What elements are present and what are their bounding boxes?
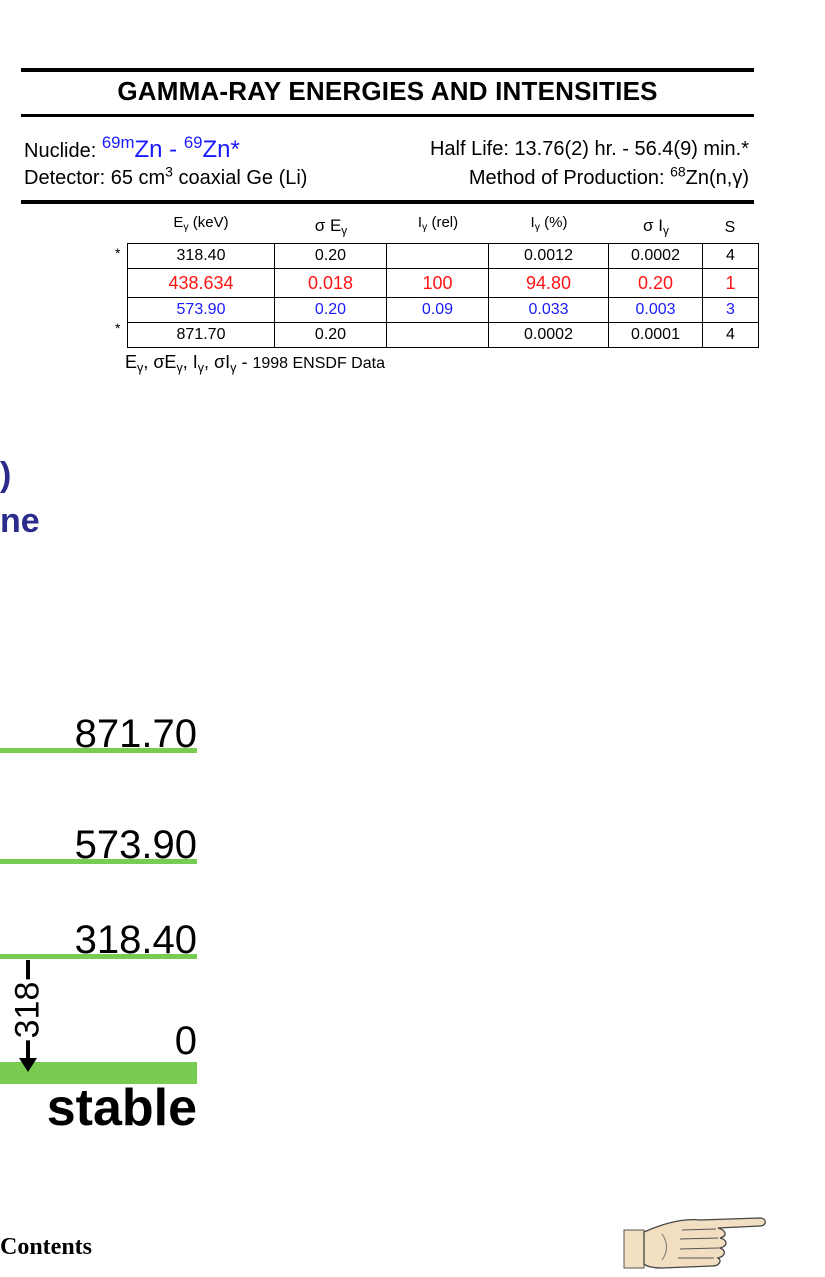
data-source-note: Eγ, σEγ, Iγ, σIγ - 1998 ENSDF Data [125, 352, 385, 375]
header-sigma-energy-symbol: σ E [314, 216, 342, 235]
level-line-318 [0, 954, 197, 959]
nuclide-label: Nuclide: [24, 140, 97, 162]
production-prefix: Method of Production: [468, 167, 671, 189]
title-rule [21, 114, 754, 117]
header-sigma-intensity-symbol: σ I [643, 216, 663, 235]
cell-s: 3 [702, 297, 759, 323]
header-sigma-intensity: σ Iγ [643, 216, 669, 238]
next-page-button[interactable] [622, 1212, 767, 1277]
cell-intensity-rel [386, 322, 489, 348]
table-row: 573.90 0.20 0.09 0.033 0.003 3 [127, 297, 759, 323]
header-s: S [724, 219, 736, 236]
cell-energy: 871.70 [127, 322, 275, 348]
header-energy-symbol: E [173, 214, 184, 231]
cell-sigma-intensity: 0.20 [608, 268, 703, 298]
detector-prefix: Detector: 65 cm [24, 167, 166, 189]
header-sigma-energy: σ Eγ [314, 216, 348, 238]
header-sigma-intensity-sub: γ [663, 223, 669, 238]
cell-intensity-rel: 0.09 [386, 297, 489, 323]
detector-suffix: coaxial Ge (Li) [172, 167, 308, 189]
level-line-871 [0, 748, 197, 753]
header-sigma-energy-sub: γ [341, 223, 348, 238]
cell-intensity-pct: 0.0002 [488, 322, 609, 348]
cell-intensity-pct: 94.80 [488, 268, 609, 298]
half-life: Half Life: 13.76(2) hr. - 56.4(9) min.* [429, 138, 749, 160]
nuclide-separator: - [162, 136, 184, 163]
ground-state-bar [0, 1062, 197, 1084]
level-label-ground: 0 [174, 1019, 197, 1063]
pointing-hand-icon [623, 1217, 766, 1269]
row-marker: * [115, 320, 121, 336]
header-intensity-rel: Iγ (rel) [417, 214, 459, 234]
cell-intensity-rel [386, 243, 489, 269]
header-energy: Eγ (keV) [173, 214, 229, 234]
nuclide-mass-2: 69 [183, 132, 203, 152]
table-row: 318.40 0.20 0.0012 0.0002 4 [127, 243, 759, 269]
nuclide-mass-1: 69m [101, 132, 135, 152]
header-energy-sub: γ [183, 221, 189, 234]
partial-heading-line2: ne [0, 502, 40, 540]
nuclide-element-2: Zn* [202, 136, 240, 163]
cell-intensity-pct: 0.0012 [488, 243, 609, 269]
partial-heading-line1: ) [0, 456, 12, 494]
cell-s: 4 [702, 322, 759, 348]
page-title: GAMMA-RAY ENERGIES AND INTENSITIES [117, 76, 658, 106]
header-intensity-rel-sub: γ [422, 221, 428, 234]
cell-energy: 573.90 [127, 297, 275, 323]
header-intensity-pct-unit: (%) [539, 214, 568, 231]
top-rule [21, 68, 754, 72]
cell-sigma-intensity: 0.0001 [608, 322, 703, 348]
nuclide-info: Nuclide: 69mZn - 69Zn* [24, 132, 240, 164]
stable-label: stable [46, 1079, 197, 1137]
header-intensity-pct-sub: γ [534, 221, 540, 234]
cell-sigma-intensity: 0.003 [608, 297, 703, 323]
table-row: 871.70 0.20 0.0002 0.0001 4 [127, 322, 759, 348]
cell-sigma-energy: 0.018 [274, 268, 387, 298]
production-reaction: Zn(n,γ) [685, 167, 749, 189]
production-method: Method of Production: 68Zn(n,γ) [468, 164, 749, 190]
transition-label: 318 [8, 979, 48, 1041]
level-line-573 [0, 859, 197, 864]
contents-link[interactable]: Contents [0, 1234, 93, 1260]
row-marker: * [115, 245, 121, 261]
cell-s: 4 [702, 243, 759, 269]
cell-sigma-intensity: 0.0002 [608, 243, 703, 269]
cell-intensity-rel: 100 [386, 268, 489, 298]
transition-arrow-head [19, 1058, 37, 1072]
detector-exponent: 3 [165, 163, 173, 180]
table-row: 438.634 0.018 100 94.80 0.20 1 [127, 268, 759, 298]
cell-s: 1 [702, 268, 759, 298]
nuclide-name: 69mZn - 69Zn* [101, 132, 240, 163]
header-intensity-rel-unit: (rel) [427, 214, 459, 231]
cell-sigma-energy: 0.20 [274, 243, 387, 269]
cell-sigma-energy: 0.20 [274, 297, 387, 323]
source-label: 1998 ENSDF Data [252, 355, 385, 372]
header-energy-unit: (keV) [188, 214, 229, 231]
info-rule [21, 200, 754, 204]
detector-info: Detector: 65 cm3 coaxial Ge (Li) [24, 164, 308, 190]
header-intensity-rel-symbol: I [417, 214, 423, 231]
cell-energy: 318.40 [127, 243, 275, 269]
header-intensity-pct: Iγ (%) [530, 214, 568, 234]
gamma-table: 318.40 0.20 0.0012 0.0002 4 438.634 0.01… [127, 243, 759, 348]
header-intensity-pct-symbol: I [530, 214, 535, 231]
nuclide-element-1: Zn [134, 136, 163, 163]
production-mass: 68 [670, 163, 686, 180]
cell-energy: 438.634 [127, 268, 275, 298]
cell-intensity-pct: 0.033 [488, 297, 609, 323]
cell-sigma-energy: 0.20 [274, 322, 387, 348]
